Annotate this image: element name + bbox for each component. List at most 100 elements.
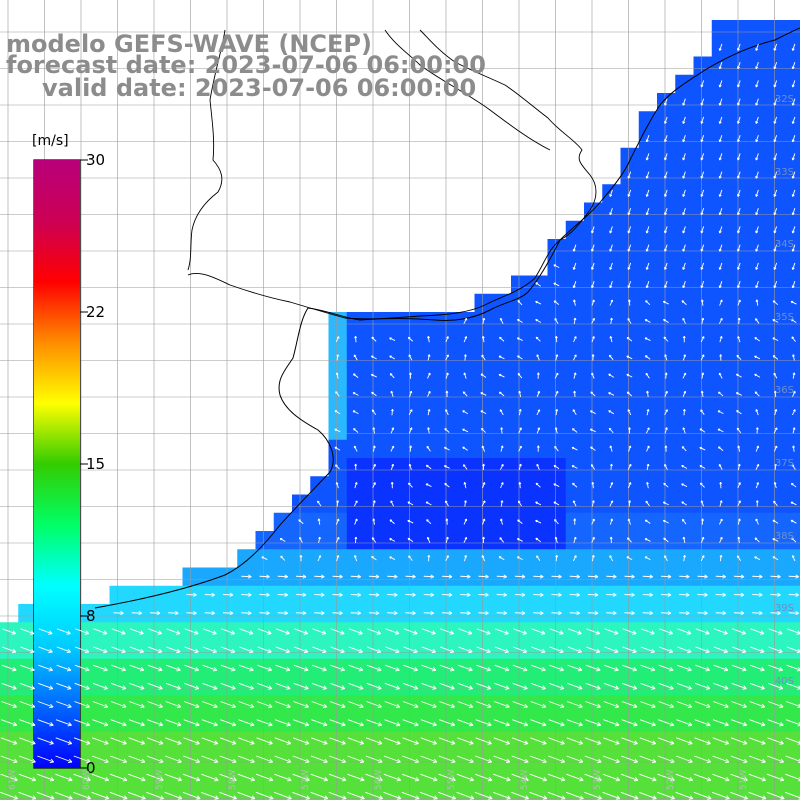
wind-cell: [784, 111, 800, 131]
wind-arrow: [311, 719, 328, 727]
wind-arrow: [318, 536, 321, 544]
wind-cell: [638, 202, 658, 222]
wind-cell: [146, 786, 165, 800]
wind-cell: [346, 476, 366, 496]
wind-arrow: [146, 737, 164, 745]
wind-cell: [474, 312, 494, 331]
wind-cell: [730, 458, 749, 477]
wind-cell: [620, 476, 640, 496]
wind-arrow: [201, 773, 219, 782]
wind-cell: [219, 786, 238, 800]
wind-cell: [748, 74, 768, 94]
wind-arrow: [261, 556, 268, 560]
wind-arrow: [1, 682, 17, 690]
wind-cell: [693, 129, 713, 149]
wind-arrow: [165, 701, 182, 709]
wind-cell: [511, 458, 530, 477]
longitude-label: 52W: [666, 769, 676, 790]
wind-cell: [711, 494, 731, 514]
wind-cell: [657, 111, 676, 131]
wind-arrow: [298, 519, 304, 525]
wind-cell: [748, 147, 768, 167]
wind-cell: [748, 275, 768, 295]
wind-cell: [675, 184, 695, 204]
wind-cell: [620, 275, 640, 295]
wind-arrow: [56, 664, 72, 672]
wind-arrow: [259, 574, 270, 579]
wind-cell: [620, 166, 640, 185]
wind-arrow: [292, 773, 310, 782]
wind-cell: [675, 147, 695, 167]
wind-arrow: [295, 611, 307, 616]
wind-arrow: [111, 646, 126, 654]
wind-cell: [401, 786, 421, 800]
wind-cell: [547, 348, 567, 368]
wind-arrow: [186, 592, 197, 597]
wind-arrow: [294, 628, 309, 635]
wind-cell: [584, 494, 603, 514]
wind-cell: [784, 56, 800, 76]
wind-arrow: [38, 664, 53, 672]
wind-cell: [730, 147, 749, 167]
wind-cell: [748, 111, 768, 131]
wind-arrow: [74, 682, 90, 690]
wind-cell: [529, 421, 549, 441]
wind-arrow: [19, 701, 36, 709]
wind-arrow: [56, 646, 72, 654]
wind-cell: [565, 312, 585, 331]
wind-arrow: [146, 755, 164, 764]
wind-cell: [310, 786, 330, 800]
wind-cell: [638, 184, 658, 204]
longitude-label: 55W: [447, 769, 457, 790]
wind-cell: [529, 385, 549, 404]
wind-cell: [675, 202, 695, 222]
wind-cell: [419, 786, 439, 800]
wind-cell: [693, 184, 713, 204]
wind-cell: [730, 257, 749, 277]
wind-arrow: [149, 611, 161, 616]
wind-cell: [657, 93, 676, 112]
wind-arrow: [165, 682, 181, 690]
wind-cell: [784, 768, 800, 788]
wind-cell: [675, 74, 695, 94]
wind-arrow: [312, 646, 327, 654]
wind-arrow: [222, 592, 234, 597]
wind-cell: [748, 202, 768, 222]
wind-cell: [784, 439, 800, 459]
wind-cell: [365, 476, 384, 496]
wind-cell: [438, 312, 457, 331]
wind-cell: [401, 312, 421, 331]
wind-cell: [730, 312, 749, 331]
wind-arrow: [202, 628, 217, 635]
wind-cell: [91, 604, 111, 623]
wind-cell: [602, 257, 622, 277]
wind-cell: [401, 385, 421, 404]
wind-arrow: [128, 773, 146, 782]
wind-cell: [602, 458, 622, 477]
wind-cell: [730, 93, 749, 112]
wind-cell: [584, 531, 603, 550]
wind-arrow: [256, 701, 273, 709]
wind-arrow: [1, 646, 17, 654]
wind-arrow: [220, 701, 236, 709]
wind-cell: [638, 275, 658, 295]
wind-vectors: [0, 43, 800, 800]
wind-arrow: [293, 701, 309, 709]
wind-arrow: [275, 701, 291, 709]
wind-arrow: [202, 701, 218, 709]
wind-cell: [584, 220, 603, 240]
wind-cell: [711, 129, 731, 149]
wind-arrow: [131, 611, 142, 616]
wind-arrow: [336, 354, 340, 361]
wind-arrow: [91, 755, 109, 764]
wind-cell: [711, 330, 731, 350]
wind-cell: [748, 93, 768, 112]
wind-arrow: [91, 791, 110, 800]
wind-cell: [602, 312, 622, 331]
wind-arrow: [334, 428, 341, 433]
wind-arrow: [147, 719, 164, 727]
wind-cell: [584, 293, 603, 313]
wind-arrow: [19, 719, 36, 727]
wind-arrow: [274, 719, 291, 727]
wind-cell: [693, 111, 713, 131]
